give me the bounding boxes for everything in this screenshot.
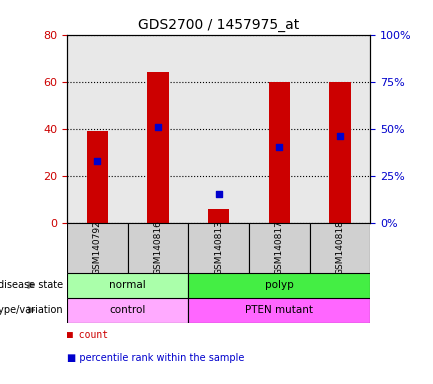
Bar <box>147 72 168 223</box>
Text: ■ percentile rank within the sample: ■ percentile rank within the sample <box>67 353 245 363</box>
FancyBboxPatch shape <box>249 223 310 273</box>
Text: control: control <box>110 305 146 315</box>
FancyBboxPatch shape <box>188 273 370 298</box>
Text: PTEN mutant: PTEN mutant <box>245 305 313 315</box>
FancyBboxPatch shape <box>188 223 249 273</box>
Text: GSM140817: GSM140817 <box>275 220 284 275</box>
Text: polyp: polyp <box>265 280 294 290</box>
FancyBboxPatch shape <box>310 223 370 273</box>
Bar <box>268 82 290 223</box>
FancyBboxPatch shape <box>67 298 188 323</box>
Text: GSM140816: GSM140816 <box>154 220 162 275</box>
Text: GSM140792: GSM140792 <box>93 220 102 275</box>
Text: GSM140818: GSM140818 <box>336 220 344 275</box>
FancyBboxPatch shape <box>67 273 188 298</box>
Bar <box>87 131 108 223</box>
Point <box>94 157 101 164</box>
FancyBboxPatch shape <box>188 298 370 323</box>
Bar <box>329 82 350 223</box>
Point <box>155 124 162 130</box>
Bar <box>208 209 229 223</box>
Title: GDS2700 / 1457975_at: GDS2700 / 1457975_at <box>138 18 299 32</box>
Text: GSM140813: GSM140813 <box>214 220 223 275</box>
Point <box>276 144 283 151</box>
Point <box>215 192 222 198</box>
Text: ■ count: ■ count <box>67 330 108 340</box>
Text: normal: normal <box>110 280 146 290</box>
Text: disease state: disease state <box>0 280 63 290</box>
FancyBboxPatch shape <box>128 223 188 273</box>
FancyBboxPatch shape <box>67 223 128 273</box>
Text: genotype/variation: genotype/variation <box>0 305 63 315</box>
Point <box>336 133 343 139</box>
